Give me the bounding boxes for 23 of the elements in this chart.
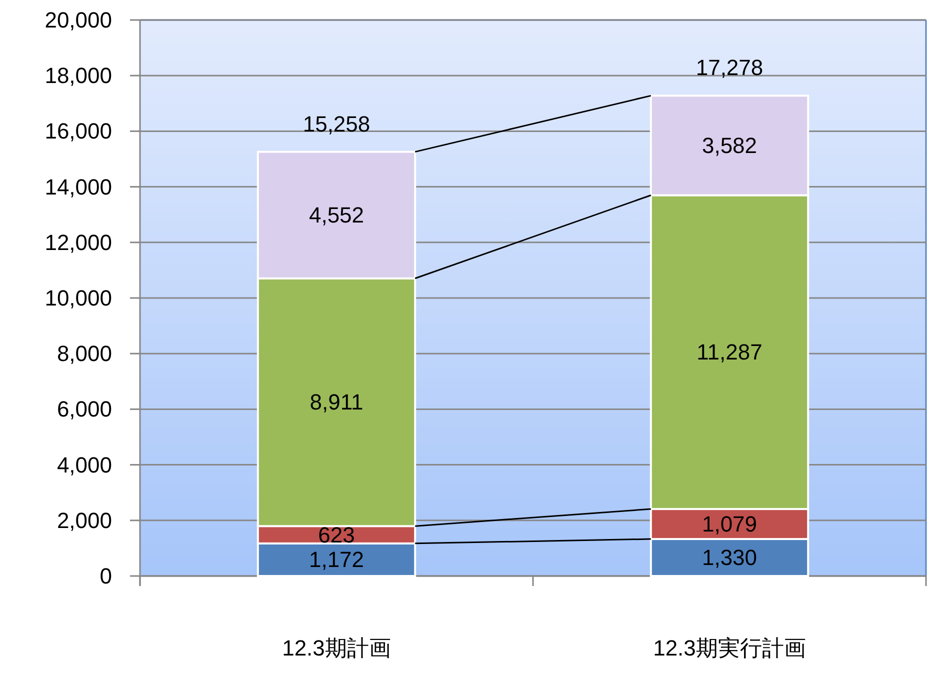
data-label: 1,079	[702, 512, 758, 537]
y-tick-label: 16,000	[44, 118, 112, 144]
total-label: 17,278	[696, 55, 764, 80]
y-tick-label: 0	[100, 564, 112, 588]
data-label: 1,172	[308, 547, 364, 572]
data-label: 8,911	[310, 390, 364, 415]
y-tick-label: 20,000	[44, 8, 112, 32]
total-label: 15,258	[302, 111, 370, 136]
y-tick-label: 8,000	[56, 341, 112, 366]
data-label: 11,287	[696, 340, 762, 365]
y-tick-label: 14,000	[44, 174, 112, 200]
x-tick-label: 12.3期計画	[282, 636, 391, 660]
y-tick-label: 2,000	[56, 508, 112, 533]
data-label: 1,330	[702, 545, 758, 570]
y-tick-label: 6,000	[56, 396, 112, 422]
x-tick-label: 12.3期実行計画	[653, 636, 806, 660]
y-tick-label: 18,000	[44, 63, 112, 88]
y-tick-label: 12,000	[44, 230, 112, 255]
y-tick-label: 4,000	[56, 452, 112, 478]
data-label: 4,552	[308, 202, 364, 228]
data-label: 623	[318, 522, 355, 548]
data-label: 3,582	[702, 132, 758, 158]
y-tick-label: 10,000	[44, 286, 112, 310]
